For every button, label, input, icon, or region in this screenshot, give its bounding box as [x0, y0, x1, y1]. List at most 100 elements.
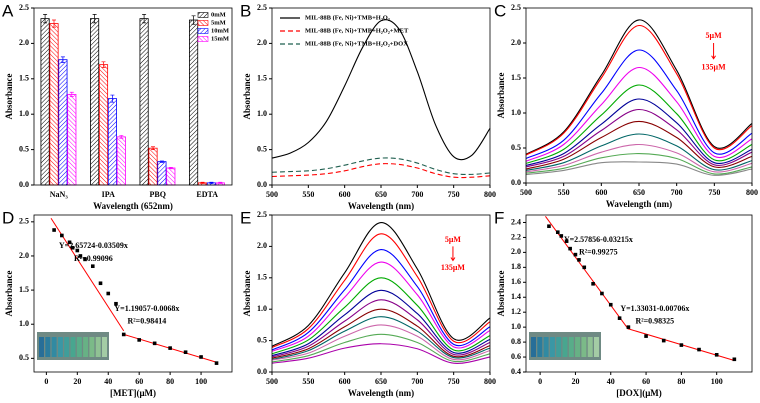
- y-tick-label: 2.2: [511, 232, 521, 241]
- data-point: [67, 240, 72, 245]
- spectrum-line: [271, 299, 491, 358]
- x-tick-label: 20: [73, 377, 81, 386]
- spectrum-line: [525, 19, 753, 155]
- x-tick-label: 80: [677, 377, 685, 386]
- vial: [95, 337, 101, 357]
- data-point: [106, 291, 111, 296]
- spectrum-line: [525, 24, 753, 156]
- x-tick-label: 550: [302, 377, 314, 386]
- vial: [83, 337, 89, 357]
- error-bar: [191, 15, 196, 25]
- y-tick-label: 0.0: [257, 180, 267, 189]
- data-point: [608, 302, 613, 307]
- x-tick-label: 600: [339, 377, 351, 386]
- data-point: [75, 248, 80, 253]
- spectrum-line: [271, 19, 491, 161]
- x-tick-label: 750: [448, 377, 460, 386]
- x-tick-label: 0: [538, 377, 542, 386]
- spectrum-line: [271, 157, 491, 175]
- x-tick-label: 100: [711, 377, 723, 386]
- data-point: [600, 291, 604, 296]
- x-tick-label: 60: [642, 377, 650, 386]
- x-axis-title: Wavelength (652nm): [93, 201, 173, 211]
- legend-swatch: [197, 20, 209, 26]
- x-axis-title: Wavelength (nm): [348, 388, 414, 398]
- annotation-arrow: [711, 43, 716, 60]
- bar: [90, 18, 100, 186]
- y-tick-label: 2.5: [19, 217, 29, 226]
- bar: [67, 93, 77, 186]
- plot-frame: [33, 214, 233, 373]
- x-tick-label: 40: [104, 377, 112, 386]
- error-bar: [218, 181, 223, 184]
- x-tick-label: 550: [302, 190, 314, 199]
- error-bar: [110, 94, 115, 103]
- y-tick-label: 2.0: [511, 247, 521, 256]
- annotation: 135μM: [702, 62, 727, 71]
- y-tick-label: 2.4: [511, 217, 521, 226]
- y-tick-label: 1.0: [511, 108, 521, 117]
- y-tick-label: 1.5: [511, 73, 521, 82]
- data-point: [114, 301, 118, 306]
- y-tick-label: 0.0: [257, 367, 267, 376]
- legend-swatch: [197, 12, 209, 18]
- legend-label: 10mM: [211, 27, 229, 34]
- y-axis-title: Absorbance: [4, 73, 14, 119]
- vial: [57, 337, 63, 357]
- legend-label: MIL-88B (Fe, Ni)+TMB+H₂O₂+DOX: [305, 40, 408, 47]
- data-point: [626, 325, 631, 329]
- vial: [51, 337, 57, 357]
- vial: [45, 337, 51, 357]
- x-tick-label: IPA: [102, 190, 115, 199]
- panel-label: C: [494, 1, 506, 20]
- data-point: [591, 281, 595, 286]
- x-tick-label: EDTA: [196, 190, 218, 199]
- y-tick-label: 0.5: [19, 353, 29, 362]
- legend-swatch: [197, 36, 209, 42]
- x-tick-label: 800: [746, 188, 758, 197]
- spectrum-line: [525, 98, 753, 167]
- spectrum-line: [271, 324, 491, 361]
- vial: [543, 337, 549, 357]
- error-bar: [159, 160, 164, 163]
- bar: [49, 23, 59, 186]
- x-tick-label: 650: [375, 190, 387, 199]
- plot-frame: [525, 214, 753, 373]
- y-tick-label: 0.4: [511, 367, 521, 376]
- x-tick-label: 60: [135, 377, 143, 386]
- y-tick-label: 2.0: [257, 241, 267, 250]
- annotation: 5μM: [706, 31, 723, 40]
- data-point: [617, 316, 622, 320]
- annotation: R²=0.99275: [579, 248, 618, 257]
- bar: [58, 59, 68, 186]
- panel-label: E: [240, 208, 251, 227]
- data-point: [582, 265, 587, 270]
- x-tick-label: NaN₃: [50, 190, 69, 199]
- vial: [531, 337, 536, 357]
- y-tick-label: 2.5: [511, 3, 521, 12]
- annotation: Y=2.57856-0.03215x: [564, 235, 633, 244]
- data-point: [98, 281, 103, 286]
- data-point: [90, 264, 95, 268]
- y-tick-label: 0.5: [257, 335, 267, 344]
- x-tick-label: 750: [708, 188, 720, 197]
- y-tick-label: 1.5: [19, 285, 29, 294]
- vial: [581, 337, 587, 357]
- data-point: [577, 258, 581, 262]
- bar: [166, 167, 176, 186]
- vial: [102, 337, 107, 357]
- y-tick-label: 1.5: [257, 74, 267, 83]
- y-tick-label: 2.5: [257, 3, 267, 12]
- plot-frame: [271, 214, 491, 373]
- fit-line: [545, 216, 629, 330]
- legend-label: MIL-88B (Fe, Ni)+TMB+H₂O₂+MET: [305, 27, 409, 34]
- spectrum-line: [271, 261, 491, 352]
- spectrum-line: [271, 333, 491, 363]
- x-tick-label: 20: [571, 377, 579, 386]
- x-tick-label: 800: [484, 377, 496, 386]
- vial: [537, 337, 543, 357]
- vial: [70, 337, 76, 357]
- x-tick-label: 600: [595, 188, 607, 197]
- data-point: [199, 355, 203, 359]
- vial: [594, 337, 599, 357]
